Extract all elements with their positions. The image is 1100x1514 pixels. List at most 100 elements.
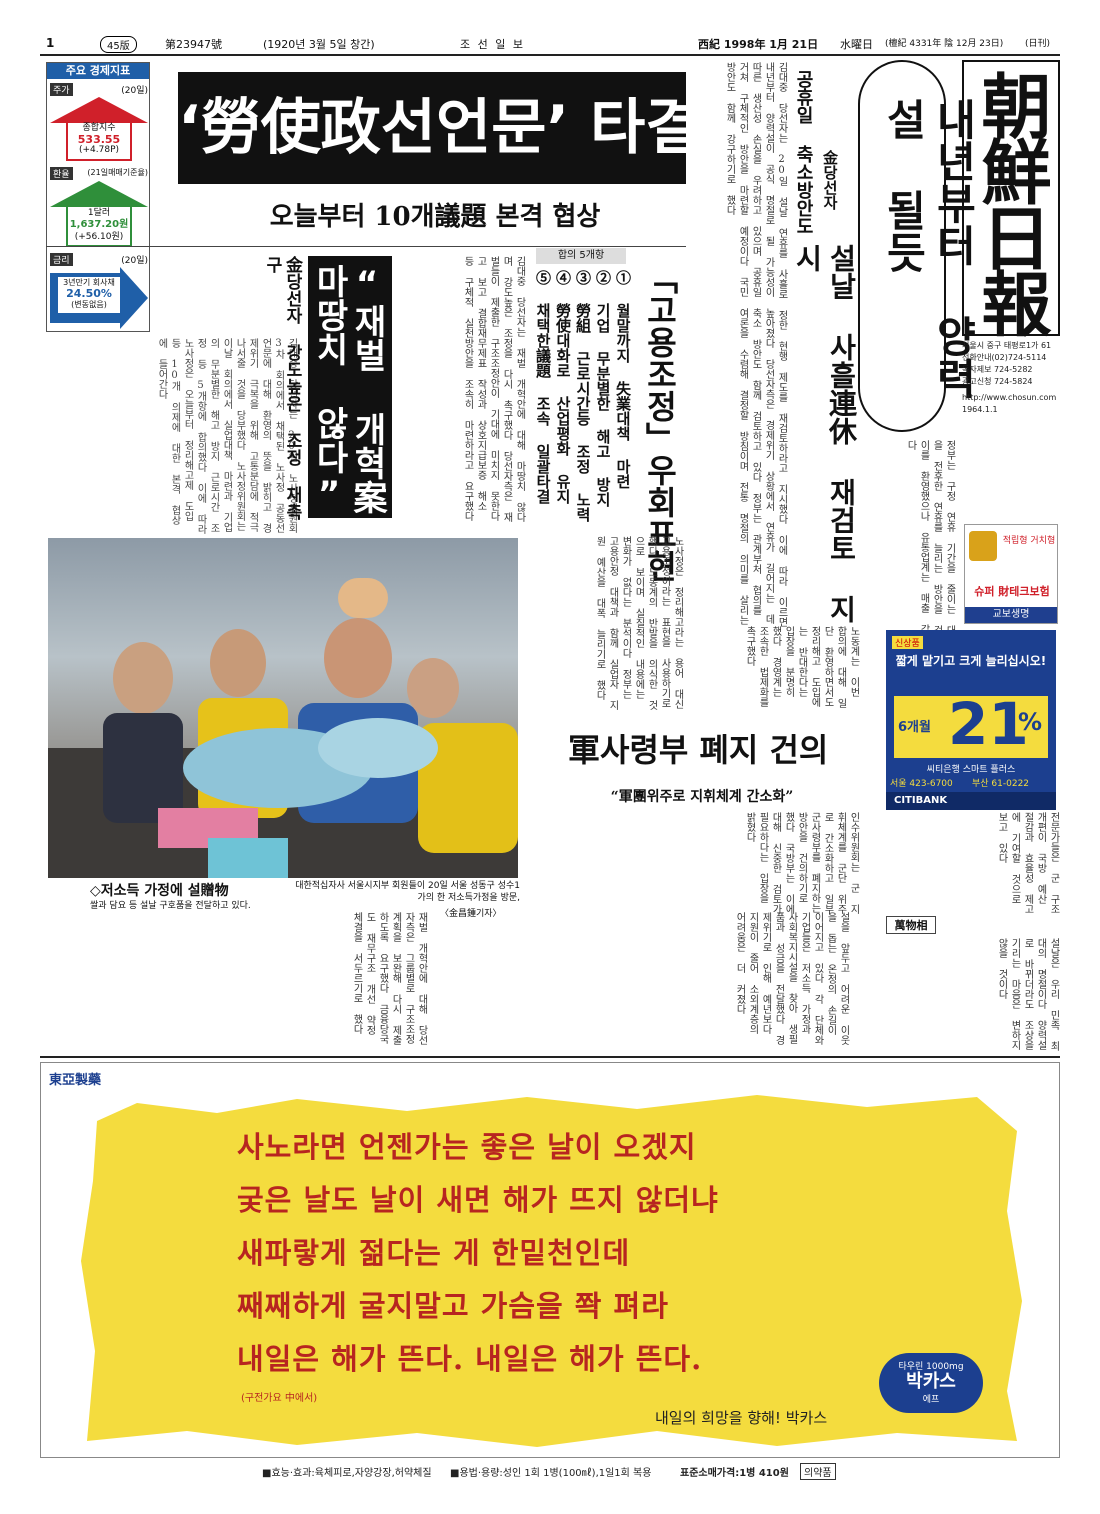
bacchus-logo: 타우린 1000mg 박카스 에프 [879, 1353, 983, 1413]
lyrics-line: 사노라면 언젠가는 좋은 날이 오겠지 [237, 1130, 697, 1164]
citi-tag: 신상품 [892, 636, 923, 649]
rate-value: 24.50% [66, 287, 112, 300]
lead-body-area [46, 246, 686, 536]
issue-number: 第23947號 [165, 38, 222, 51]
stock-value: 533.55 [77, 133, 121, 146]
ad-class: 의약품 [800, 1463, 836, 1480]
masthead-address: 서울시 중구 태평로1가 61 [962, 341, 1052, 350]
agreement-item: ⑤ 채택한議題 조속 일괄타결 [534, 270, 552, 504]
kyobo-line: 적립형 거치형 [1002, 536, 1056, 546]
chaebol-headline-box: “재벌 개혁案 마땅치 않다” [308, 256, 392, 518]
citi-rate: 21 [948, 690, 1029, 758]
date: 西紀 1998年 1月 21日 [698, 38, 819, 51]
lyrics-line: 내일은 해가 뜬다. 내일은 해가 뜬다. [237, 1342, 703, 1376]
page-number: 1 [46, 36, 55, 50]
agreement-item: ④ 勞使대화로 산업평화 유지 [554, 270, 572, 504]
lead-subheadline: 오늘부터 10개議題 본격 협상 [269, 202, 601, 232]
body-text: 김대중 당선자는 20일 설날 연휴를 사흘로 정한 현행 제도를 재검토하라고… [724, 62, 787, 627]
edition-badge: 45版 [100, 36, 137, 53]
taurine-label: 타우린 1000mg [898, 1362, 964, 1372]
stock-label: 주가 [50, 83, 73, 96]
bacchus-product: 박카스 [906, 1371, 956, 1392]
lyrics-line: 째째하게 굴지말고 가슴을 쫙 펴라 [237, 1289, 669, 1323]
kyobo-product: 슈퍼 財테크보험 [974, 585, 1050, 598]
military-subheadline: “軍團위주로 지휘체계 간소화” [610, 789, 794, 805]
photo-caption: 쌀과 담요 등 설날 구호품을 전달하고 있다. [90, 901, 251, 911]
masthead-small: 조 선 일 보 [460, 38, 525, 51]
citibank-ad[interactable]: 신상품 짧게 맡기고 크게 늘리십시오! 6개월 21 % 씨티은행 스마트 플… [886, 630, 1056, 810]
lyrics-line: 궂은 날도 날이 새면 해가 뜨지 않더냐 [237, 1183, 719, 1217]
fx-name: 1달러 [87, 208, 111, 218]
agreement-title: 합의 5개항 [536, 248, 626, 264]
donga-logo: 東亞製藥 [49, 1073, 102, 1088]
lyrics-block: 사노라면 언젠가는 좋은 날이 오겠지 궂은 날도 날이 새면 해가 뜨지 않더… [237, 1121, 957, 1386]
citi-phone: 부산 61-0222 [972, 779, 1030, 789]
fx-label: 환율 [50, 167, 73, 180]
fx-indicator: 환율 (21일매매기준율) 1달러 1,637.20원 (+56.10원) [50, 167, 148, 247]
yellow-paper-background [81, 1095, 1022, 1447]
right-kicker: 金당선자 [821, 150, 839, 210]
news-photo [48, 538, 518, 878]
body-text: 재벌 개혁안에 대해 당선자측은 그룹별로 구조조정 계획을 보완해 다시 제출… [351, 912, 427, 1045]
header-bar: 1 45版 第23947號 (1920년 3월 5일 창간) 조 선 일 보 西… [40, 36, 1060, 53]
body-text: 노동계는 이번 합의에 대해 일단 환영하면서도 정리해고 도입에는 반대한다는… [744, 626, 859, 708]
citi-rate-panel: 6개월 21 % [894, 692, 1048, 758]
volunteers-photo-icon [48, 578, 518, 878]
header-rule [40, 54, 1060, 56]
body-text: 인수위원회는 군 지휘체계를 군단 위주로 간소화하고 일부 군사령부를 폐지하… [744, 812, 859, 914]
rate-label: 금리 [50, 253, 73, 266]
masthead-phone: 광고신청 724-5824 [962, 377, 1033, 386]
agreement-item: ② 기업 무분별한 해고 방지 [594, 270, 612, 507]
lyrics-source: (구전가요 中에서) [241, 1393, 318, 1404]
ad-price: 표준소매가격:1병 410원 [680, 1468, 789, 1479]
citi-headline: 짧게 맡기고 크게 늘리십시오! [895, 654, 1047, 668]
bacchus-slogan: 내일의 희망을 향해! 박카스 [655, 1409, 828, 1427]
masthead-founded: 1964.1.1 [962, 405, 998, 414]
ad-dosage: ■용법·용량:성인 1회 1병(100㎖),1일1회 복용 [450, 1468, 652, 1479]
citi-percent: % [1018, 708, 1043, 736]
column-title: 萬物相 [886, 916, 936, 934]
photographer: 〈金昌鍾기자〉 [440, 909, 502, 919]
lunar-date: (檀紀 4331年 陰 12月 23日) [885, 39, 1004, 49]
lyrics-line: 새파랗게 젊다는 게 한밑천인데 [237, 1236, 631, 1270]
coins-icon [969, 531, 997, 561]
agreement-box: 합의 5개항 ① 월말까지 失業대책 마련 ② 기업 무분별한 해고 방지 ③ … [530, 246, 634, 534]
stock-name: 종합지수 [82, 123, 116, 133]
citi-brand: CITIBANK [886, 792, 1056, 810]
fx-value: 1,637.20원 [69, 219, 129, 230]
masthead-info: 서울시 중구 태평로1가 61 전화안내(02)724-5114 독자제보 72… [962, 340, 1060, 520]
agreement-list: ① 월말까지 失業대책 마련 ② 기업 무분별한 해고 방지 ③ 勞組 근로시간… [532, 270, 632, 530]
fx-change: (+56.10원) [74, 232, 124, 242]
employment-headline: 「고용조정」우회표현 [641, 262, 679, 582]
right-side-headline: 공휴일 축소방안도 [793, 70, 814, 235]
body-text: 김대중 당선자는 재벌 개혁안에 대해 마땅치 않다며 강도높은 조정을 다시 … [462, 256, 525, 522]
masthead-phone: 독자제보 724-5282 [962, 365, 1033, 374]
rate-change: (변동없음) [71, 300, 107, 309]
photo-caption-title: ◇저소득 가정에 설贈物 [90, 883, 229, 899]
chaebol-headline: “재벌 개혁案 마땅치 않다” [309, 264, 387, 514]
right-headline-oval: 내년부터 양력설 될듯 [858, 60, 978, 432]
chaebol-subheadline: 金당선자 강도높은 조정 재촉구 [262, 256, 302, 520]
masthead-box: 朝鮮日報 [962, 60, 1060, 336]
body-text: 설날은 우리 민족 최대의 명절이다 양력설로 바뀌더라도 조상을 기리는 마음… [996, 938, 1059, 1051]
right-subheadline: 설날 사흘連休 재검토 지시 [791, 244, 858, 623]
bacchus-ad[interactable]: 東亞製藥 사노라면 언젠가는 좋은 날이 오겠지 궂은 날도 날이 새면 해가 … [40, 1062, 1060, 1458]
founded-date: (1920년 3월 5일 창간) [263, 38, 375, 51]
agreement-item: ③ 勞組 근로시간등 조정 노력 [574, 270, 592, 522]
ad-divider [40, 1056, 1060, 1058]
bacchus-product-sub: 에프 [922, 1395, 940, 1405]
kyobo-ad[interactable]: 적립형 거치형 슈퍼 財테크보험 교보생명 [964, 524, 1058, 624]
lead-headline: ‘勞使政선언문’ 타결 [178, 72, 700, 184]
stock-indicator: 주가 (20일) 종합지수 533.55 (+4.78P) [50, 83, 148, 161]
citi-months: 6개월 [898, 720, 931, 735]
body-text: 전문가들은 군 구조개편이 국방 예산 절감과 효율성 제고에 기여할 것으로 … [996, 812, 1059, 914]
body-text: 정부는 구정 연휴 기간을 줄이는 대신 양력 1월1일을 전후한 연휴를 늘리… [905, 440, 955, 729]
masthead-web[interactable]: http://www.chosun.com [962, 393, 1057, 402]
rate-indicator: 금리 (20일) 3년만기 회사채 24.50% (변동없음) [50, 253, 148, 329]
military-headline: 軍사령부 폐지 건의 [568, 731, 829, 769]
econ-indicators-box: 주요 경제지표 주가 (20일) 종합지수 533.55 (+4.78P) 환율… [46, 62, 150, 332]
weekday: 水曜日 [840, 38, 873, 51]
ad-footer: ■효능·효과:육체피로,자양강장,허약체질 ■용법·용량:성인 1회 1병(10… [40, 1462, 1060, 1480]
rate-name: 3년만기 회사채 [63, 278, 115, 287]
econ-title: 주요 경제지표 [47, 63, 149, 79]
